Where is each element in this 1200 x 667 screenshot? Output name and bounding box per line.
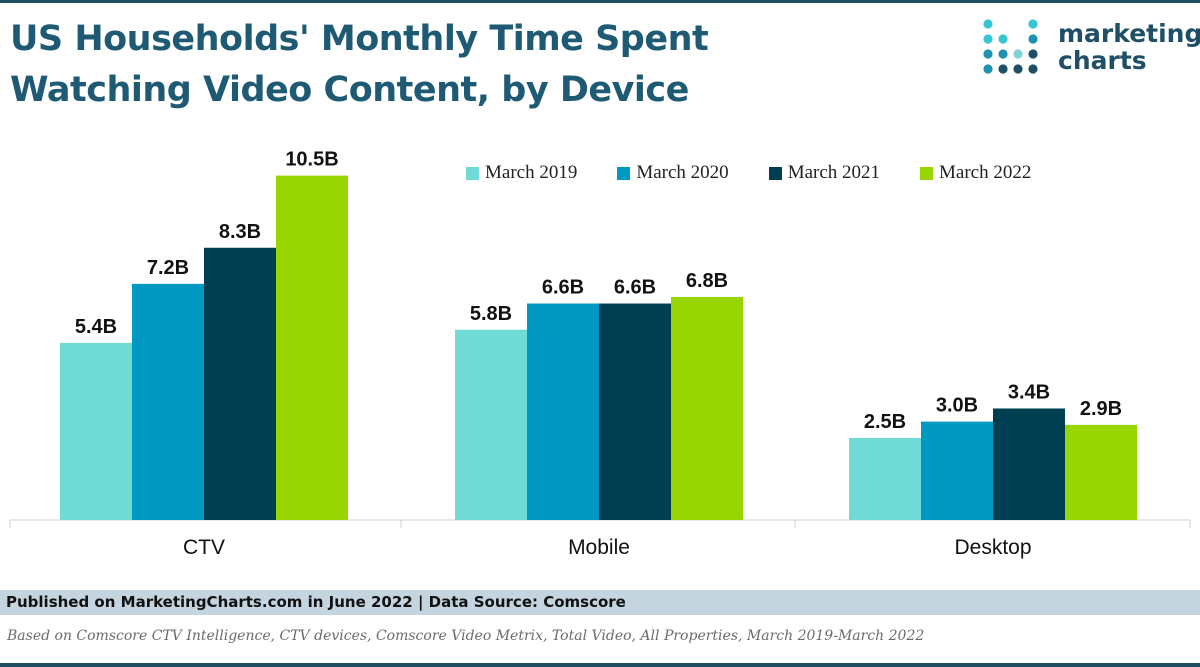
logo-dot [1013, 64, 1023, 74]
logo-dot [983, 64, 993, 74]
bottom-rule [0, 663, 1200, 667]
legend-swatch [768, 166, 782, 180]
bar-value-label: 6.6B [542, 277, 584, 299]
bar-ctv-march-2019 [60, 342, 132, 520]
logo-dot [1028, 64, 1038, 74]
logo-dot [998, 49, 1008, 59]
top-rule [0, 0, 1200, 3]
bar-mobile-march-2021 [599, 303, 671, 520]
legend-swatch [617, 166, 631, 180]
logo-dot [1028, 19, 1038, 29]
legend-item: March 2021 [768, 162, 881, 184]
bar-value-label: 8.3B [219, 221, 261, 243]
methodology-note: Based on Comscore CTV Intelligence, CTV … [7, 628, 925, 644]
logo-dot [1013, 49, 1023, 59]
bar-desktop-march-2022 [1065, 424, 1137, 520]
legend-label: March 2020 [636, 162, 729, 183]
logo-word-charts: charts [1058, 46, 1147, 75]
bar-value-label: 6.8B [686, 270, 728, 292]
category-label-desktop: Desktop [954, 536, 1031, 559]
bar-desktop-march-2020 [921, 421, 993, 520]
bar-value-label: 2.9B [1080, 398, 1122, 420]
bar-ctv-march-2021 [204, 247, 276, 520]
bar-value-label: 3.0B [936, 395, 978, 417]
bar-desktop-march-2019 [849, 438, 921, 520]
legend-swatch [920, 166, 934, 180]
bar-value-label: 6.6B [614, 277, 656, 299]
bar-mobile-march-2022 [671, 296, 743, 520]
bar-value-label: 3.4B [1008, 381, 1050, 403]
published-text: Published on MarketingCharts.com in June… [6, 593, 626, 611]
logo-word-marketing: marketing [1058, 19, 1200, 48]
category-label-ctv: CTV [183, 536, 225, 559]
bar-mobile-march-2020 [527, 303, 599, 520]
logo-dot [1028, 34, 1038, 44]
legend-swatch [466, 166, 479, 180]
category-label-mobile: Mobile [568, 536, 630, 559]
logo-dot [998, 64, 1008, 74]
published-bar: Published on MarketingCharts.com in June… [0, 590, 1200, 615]
logo-dot [1028, 49, 1038, 59]
marketingcharts-logo: marketing charts [980, 18, 1200, 78]
legend-label: March 2021 [787, 162, 881, 183]
bar-value-label: 2.5B [864, 411, 906, 433]
chart-legend: March 2019 March 2020 March 2021 March 2022 [466, 162, 1031, 184]
logo-dot [983, 34, 993, 44]
bar-ctv-march-2022 [276, 175, 348, 520]
bar-chart: 5.4B 7.2B 8.3B 10.5B CTV 5.8B 6.6B 6.6B 6.8B Mobi… [9, 149, 1191, 559]
bar-value-label: 10.5B [285, 149, 338, 171]
bar-value-label: 7.2B [147, 257, 189, 279]
logo-dot [983, 19, 993, 29]
legend-label: March 2019 [485, 162, 578, 183]
legend-item: March 2019 [466, 162, 577, 184]
bar-ctv-march-2020 [132, 283, 204, 520]
bar-mobile-march-2019 [455, 329, 527, 520]
bar-value-label: 5.8B [470, 303, 512, 325]
logo-dot [998, 34, 1008, 44]
chart-title-line-2: Watching Video Content, by Device [10, 70, 689, 110]
logo-dot [983, 49, 993, 59]
bar-value-label: 5.4B [75, 316, 117, 338]
bar-desktop-march-2021 [993, 408, 1065, 520]
chart-title-line-1: US Households' Monthly Time Spent [10, 19, 709, 59]
chart-title: US Households' Monthly Time Spent Watchi… [10, 14, 910, 116]
legend-item: March 2022 [920, 162, 1031, 184]
legend-label: March 2022 [939, 162, 1032, 183]
logo-wordmark: marketing charts [1058, 20, 1200, 74]
legend-item: March 2020 [617, 162, 729, 184]
logo-dots-icon [983, 19, 1038, 74]
